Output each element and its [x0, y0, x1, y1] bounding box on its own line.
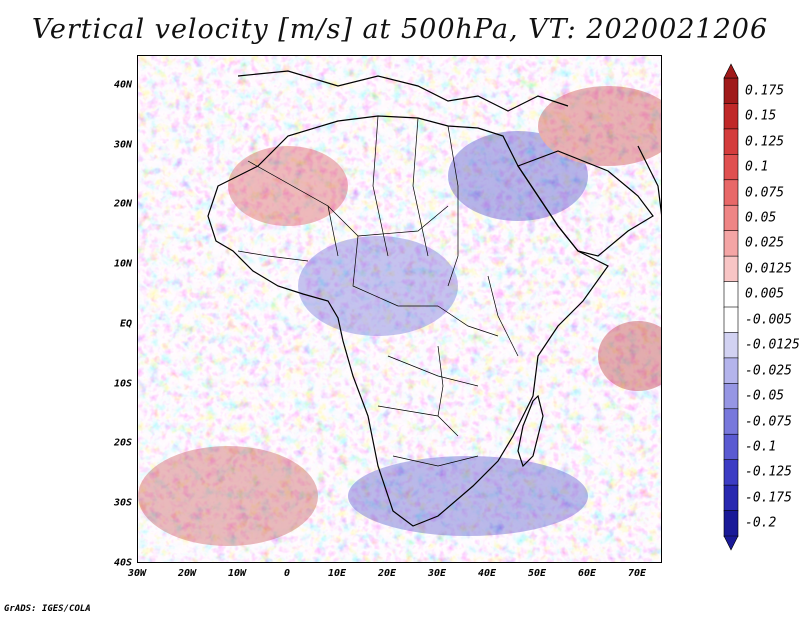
map-panel [137, 55, 662, 563]
colorbar-swatch [723, 459, 739, 486]
colorbar-label: 0.075 [745, 185, 785, 200]
colorbar-swatch [723, 281, 739, 308]
lat-label: 20S [113, 437, 132, 449]
lon-label: 30E [427, 568, 447, 579]
colorbar-label: -0.005 [745, 312, 792, 328]
colorbar-swatch [723, 103, 739, 130]
chart-title: Vertical velocity [m/s] at 500hPa, VT: 2… [31, 14, 769, 45]
colorbar-swatch [723, 306, 739, 334]
lat-label: 30S [113, 497, 132, 509]
colorbar-label: -0.0125 [745, 337, 800, 353]
lat-label: 10S [113, 378, 132, 390]
lat-label: 40S [113, 557, 132, 569]
colorbar-label: -0.1 [745, 439, 777, 455]
colorbar-swatch [723, 230, 739, 257]
lon-label: 60E [577, 568, 597, 579]
lat-label: 30N [113, 139, 132, 151]
lon-label: 20W [177, 568, 197, 579]
colorbar-label: -0.125 [745, 464, 792, 480]
colorbar-label: 0.025 [745, 235, 785, 251]
colorbar-swatch [723, 255, 739, 283]
colorbar-label: 0.15 [745, 108, 777, 124]
colorbar-swatch [723, 204, 739, 232]
credit-text: GrADS: IGES/COLA [4, 604, 91, 614]
colorbar-label: -0.175 [745, 490, 792, 506]
lon-label: 20E [377, 568, 397, 579]
country-borders [237, 115, 519, 467]
colorbar-swatch [723, 510, 739, 537]
lat-label: 10N [113, 258, 132, 270]
colorbar-label: 0.0125 [745, 261, 792, 277]
lat-label: 40N [113, 79, 132, 91]
coastlines [207, 70, 661, 527]
colorbar-label: 0.175 [745, 83, 785, 99]
lat-label: EQ [119, 318, 132, 330]
lon-label: 0 [283, 568, 291, 579]
colorbar-swatch [723, 128, 739, 156]
colorbar-label: -0.2 [745, 515, 777, 531]
lon-label: 10E [327, 568, 347, 579]
colorbar-swatch [723, 383, 739, 410]
colorbar-top-arrow [723, 63, 739, 79]
vertical-velocity-field [138, 56, 661, 562]
colorbar-label: 0.1 [745, 159, 769, 175]
colorbar-label: 0.05 [745, 210, 777, 226]
lon-label: 10W [227, 568, 247, 579]
colorbar-label: 0.005 [745, 286, 785, 302]
lon-label: 30W [127, 568, 147, 579]
colorbar-swatch [723, 77, 739, 105]
lon-label: 50E [527, 568, 547, 579]
colorbar-swatch [723, 357, 739, 385]
lon-label: 70E [627, 568, 647, 579]
colorbar-label: 0.125 [745, 134, 785, 150]
colorbar-swatch [723, 332, 739, 359]
colorbar-swatch [723, 484, 739, 512]
colorbar-bottom-arrow [723, 535, 739, 551]
field-noise [138, 56, 661, 562]
colorbar-swatch [723, 154, 739, 181]
lat-label: 20N [113, 198, 132, 210]
colorbar-label: -0.075 [745, 414, 792, 429]
colorbar-swatch [723, 179, 739, 207]
lon-label: 40E [477, 568, 497, 579]
colorbar-swatch [723, 433, 739, 461]
colorbar-swatch [723, 408, 739, 436]
colorbar-label: -0.05 [745, 388, 785, 404]
colorbar-label: -0.025 [745, 363, 792, 379]
